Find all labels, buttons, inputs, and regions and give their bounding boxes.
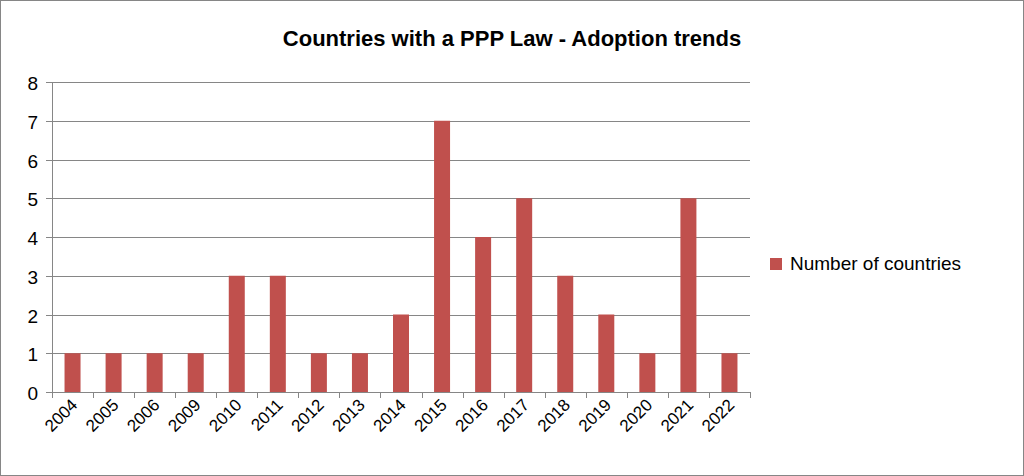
bars xyxy=(65,121,738,392)
x-tick-label: 2010 xyxy=(205,395,245,435)
x-tick-label: 2005 xyxy=(82,395,122,435)
x-tick-label: 2004 xyxy=(41,395,81,435)
chart-frame xyxy=(1,1,1024,476)
y-tick xyxy=(46,392,52,393)
x-tick-label: 2015 xyxy=(411,395,451,435)
x-tick xyxy=(668,392,669,398)
x-tick xyxy=(134,392,135,398)
x-tick xyxy=(750,392,751,398)
bar xyxy=(639,353,655,392)
y-tick-label: 8 xyxy=(27,73,38,94)
x-tick xyxy=(298,392,299,398)
x-tick-label: 2011 xyxy=(247,395,286,434)
bar xyxy=(65,353,81,392)
y-tick-label: 5 xyxy=(27,189,38,210)
y-tick-label: 4 xyxy=(27,228,38,249)
y-tick xyxy=(46,121,52,122)
legend-swatch xyxy=(770,258,782,270)
x-tick xyxy=(627,392,628,398)
x-tick-label: 2014 xyxy=(370,395,410,435)
bar xyxy=(188,353,204,392)
x-tick xyxy=(504,392,505,398)
y-tick-label: 3 xyxy=(27,267,38,288)
chart-container: Countries with a PPP Law - Adoption tren… xyxy=(0,0,1024,476)
x-tick xyxy=(422,392,423,398)
chart-svg: Countries with a PPP Law - Adoption tren… xyxy=(0,0,1024,476)
y-tick xyxy=(46,315,52,316)
x-tick-label: 2022 xyxy=(698,395,738,435)
x-tick-label: 2020 xyxy=(616,395,656,435)
y-tick-label: 2 xyxy=(27,306,38,327)
x-tick-label: 2013 xyxy=(329,395,369,435)
bar xyxy=(598,315,614,393)
bar xyxy=(475,237,491,392)
y-tick-label: 0 xyxy=(27,383,38,404)
x-tick xyxy=(709,392,710,398)
x-tick xyxy=(586,392,587,398)
y-tick-label: 6 xyxy=(27,151,38,172)
y-tick xyxy=(46,160,52,161)
grid-line xyxy=(52,82,750,83)
bar xyxy=(557,276,573,392)
bar xyxy=(106,353,122,392)
y-tick-label: 7 xyxy=(27,112,38,133)
y-tick xyxy=(46,353,52,354)
x-tick xyxy=(339,392,340,398)
grid-line xyxy=(52,237,750,238)
grid-line xyxy=(52,121,750,122)
bar xyxy=(352,353,368,392)
legend-label: Number of countries xyxy=(790,253,961,274)
bar xyxy=(434,121,450,392)
grid-line xyxy=(52,198,750,199)
x-tick-label: 2017 xyxy=(493,395,533,435)
x-tick xyxy=(545,392,546,398)
x-tick xyxy=(463,392,464,398)
bar xyxy=(147,353,163,392)
bar xyxy=(229,276,245,392)
bar xyxy=(393,315,409,393)
x-tick-label: 2021 xyxy=(657,395,697,435)
x-tick xyxy=(175,392,176,398)
x-tick-label: 2016 xyxy=(452,395,492,435)
bar xyxy=(516,198,532,392)
grid-line xyxy=(52,276,750,277)
x-tick xyxy=(216,392,217,398)
x-tick xyxy=(93,392,94,398)
y-tick xyxy=(46,237,52,238)
y-axis xyxy=(52,82,53,392)
x-tick xyxy=(257,392,258,398)
bar xyxy=(680,198,696,392)
x-tick xyxy=(52,392,53,398)
x-tick-label: 2018 xyxy=(534,395,574,435)
x-tick-label: 2019 xyxy=(575,395,615,435)
y-tick xyxy=(46,82,52,83)
x-axis xyxy=(52,392,750,393)
x-tick-label: 2009 xyxy=(164,395,204,435)
grid-line xyxy=(52,392,750,393)
x-tick-label: 2012 xyxy=(288,395,328,435)
chart-title: Countries with a PPP Law - Adoption tren… xyxy=(283,26,741,51)
y-tick xyxy=(46,276,52,277)
bar xyxy=(721,353,737,392)
bar xyxy=(311,353,327,392)
bar xyxy=(270,276,286,392)
y-tick xyxy=(46,198,52,199)
grid-line xyxy=(52,160,750,161)
x-tick xyxy=(380,392,381,398)
y-tick-label: 1 xyxy=(27,344,38,365)
x-tick-label: 2006 xyxy=(123,395,163,435)
